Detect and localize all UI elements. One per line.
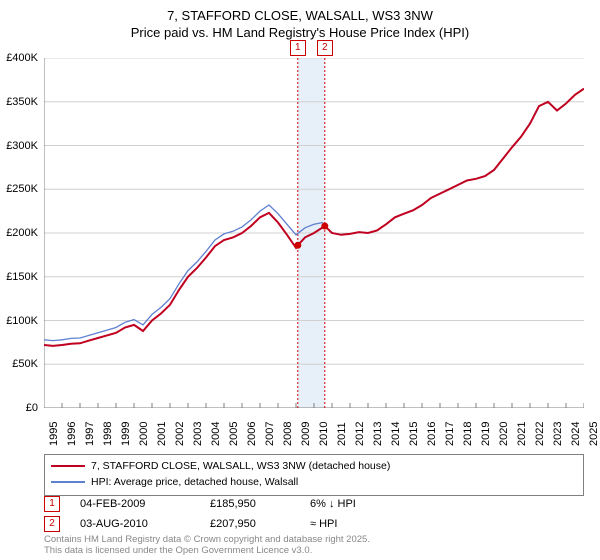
sale-diff: 6% ↓ HPI: [310, 498, 356, 510]
x-tick-label: 2012: [354, 422, 366, 446]
x-tick-label: 1995: [48, 422, 60, 446]
x-tick-label: 2014: [390, 422, 402, 446]
y-tick-label: £400K: [6, 52, 38, 64]
marker-badge: 2: [317, 40, 333, 56]
sale-row: 2 03-AUG-2010 £207,950 ≈ HPI: [44, 514, 584, 534]
x-tick-label: 2007: [264, 422, 276, 446]
legend: 7, STAFFORD CLOSE, WALSALL, WS3 3NW (det…: [44, 454, 584, 496]
sale-badge: 1: [44, 496, 60, 512]
x-tick-label: 2000: [138, 422, 150, 446]
x-tick-label: 2011: [336, 422, 348, 446]
x-tick-label: 2002: [174, 422, 186, 446]
y-tick-label: £350K: [6, 96, 38, 108]
chart-svg: [44, 58, 584, 408]
y-tick-label: £0: [26, 402, 38, 414]
x-tick-label: 2008: [282, 422, 294, 446]
sale-price: £185,950: [210, 498, 310, 510]
x-tick-label: 2019: [480, 422, 492, 446]
sale-price: £207,950: [210, 518, 310, 530]
x-tick-label: 2024: [570, 422, 582, 446]
x-tick-label: 2020: [498, 422, 510, 446]
legend-row-1: 7, STAFFORD CLOSE, WALSALL, WS3 3NW (det…: [51, 459, 577, 475]
x-tick-label: 2025: [588, 422, 600, 446]
x-tick-label: 2009: [300, 422, 312, 446]
chart-title: 7, STAFFORD CLOSE, WALSALL, WS3 3NW Pric…: [0, 0, 600, 42]
x-tick-label: 2023: [552, 422, 564, 446]
legend-swatch-2: [51, 481, 85, 482]
x-tick-label: 2001: [156, 422, 168, 446]
y-tick-label: £150K: [6, 271, 38, 283]
legend-row-2: HPI: Average price, detached house, Wals…: [51, 475, 577, 491]
footer-line-1: Contains HM Land Registry data © Crown c…: [44, 534, 370, 545]
footer-line-2: This data is licensed under the Open Gov…: [44, 545, 370, 556]
legend-swatch-1: [51, 465, 85, 467]
sale-row: 1 04-FEB-2009 £185,950 6% ↓ HPI: [44, 494, 584, 514]
marker-badge: 1: [290, 40, 306, 56]
y-axis-labels: £0£50K£100K£150K£200K£250K£300K£350K£400…: [0, 58, 42, 408]
sale-date: 04-FEB-2009: [80, 498, 210, 510]
y-tick-label: £50K: [12, 358, 38, 370]
y-tick-label: £250K: [6, 183, 38, 195]
x-tick-label: 2021: [516, 422, 528, 446]
sale-diff: ≈ HPI: [310, 518, 337, 530]
sales-table: 1 04-FEB-2009 £185,950 6% ↓ HPI 2 03-AUG…: [44, 494, 584, 534]
y-tick-label: £100K: [6, 315, 38, 327]
plot-area: [44, 58, 584, 408]
x-tick-label: 2013: [372, 422, 384, 446]
x-tick-label: 1999: [120, 422, 132, 446]
x-tick-label: 2022: [534, 422, 546, 446]
sale-date: 03-AUG-2010: [80, 518, 210, 530]
legend-label-1: 7, STAFFORD CLOSE, WALSALL, WS3 3NW (det…: [91, 460, 390, 472]
x-tick-label: 2016: [426, 422, 438, 446]
legend-label-2: HPI: Average price, detached house, Wals…: [91, 476, 298, 488]
x-tick-label: 2010: [318, 422, 330, 446]
x-tick-label: 2017: [444, 422, 456, 446]
x-tick-label: 1998: [102, 422, 114, 446]
x-tick-label: 2006: [246, 422, 258, 446]
x-tick-label: 2005: [228, 422, 240, 446]
x-tick-label: 2015: [408, 422, 420, 446]
x-tick-label: 2018: [462, 422, 474, 446]
y-tick-label: £200K: [6, 227, 38, 239]
chart-container: 7, STAFFORD CLOSE, WALSALL, WS3 3NW Pric…: [0, 0, 600, 560]
x-tick-label: 2004: [210, 422, 222, 446]
x-tick-label: 1996: [66, 422, 78, 446]
x-tick-label: 1997: [84, 422, 96, 446]
x-tick-label: 2003: [192, 422, 204, 446]
y-tick-label: £300K: [6, 140, 38, 152]
footer-attribution: Contains HM Land Registry data © Crown c…: [44, 534, 370, 557]
sale-badge: 2: [44, 516, 60, 532]
title-line-1: 7, STAFFORD CLOSE, WALSALL, WS3 3NW: [0, 8, 600, 25]
